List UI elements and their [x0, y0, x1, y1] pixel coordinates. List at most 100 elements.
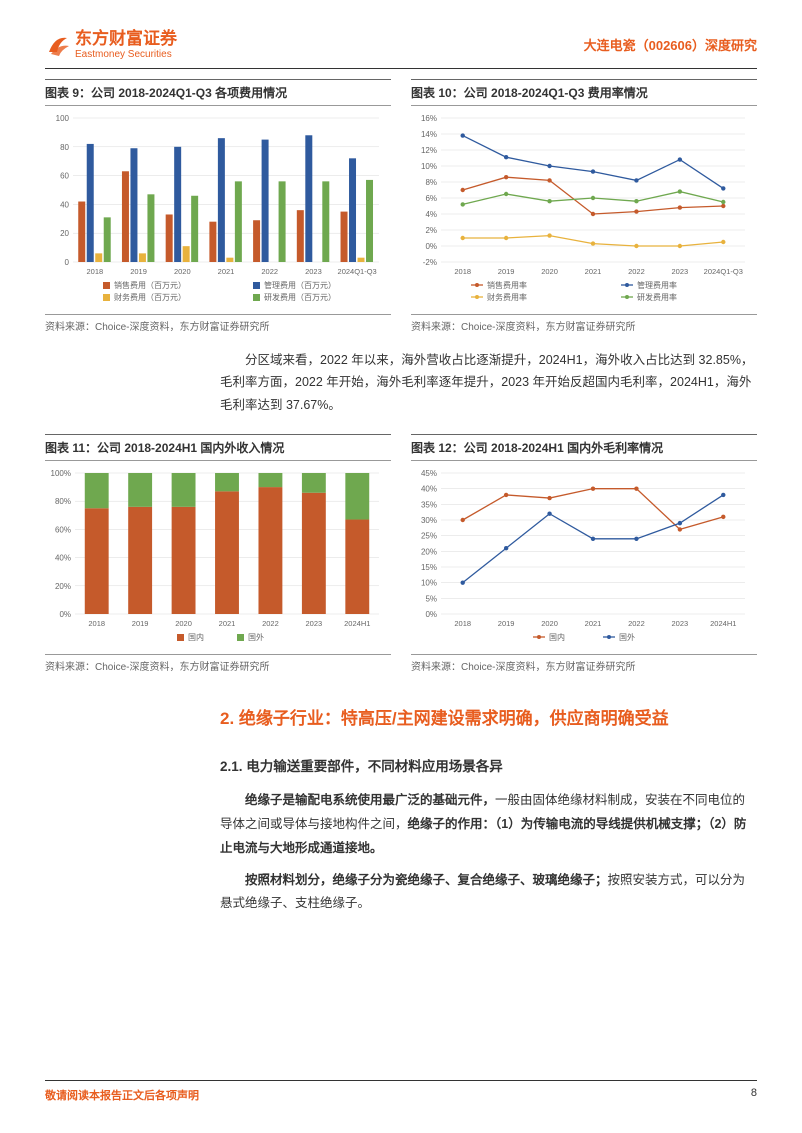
- chart-11-source: 资料来源：Choice-深度资料，东方财富证券研究所: [45, 658, 391, 673]
- svg-text:2021: 2021: [219, 619, 236, 628]
- svg-text:5%: 5%: [425, 595, 437, 604]
- svg-text:国内: 国内: [188, 632, 204, 642]
- svg-text:2021: 2021: [585, 267, 602, 276]
- svg-text:管理费用（百万元）: 管理费用（百万元）: [264, 280, 336, 290]
- chart-12: 图表 12：公司 2018-2024H1 国内外毛利率情况 0% 5% 10% 15%…: [411, 434, 757, 673]
- svg-text:2024Q1-Q3: 2024Q1-Q3: [338, 267, 377, 276]
- header-title: 大连电瓷（002606）深度研究: [584, 35, 757, 54]
- svg-text:60: 60: [60, 171, 69, 180]
- svg-text:100: 100: [56, 114, 70, 123]
- svg-text:0%: 0%: [59, 610, 71, 619]
- chart-9-title: 图表 9：公司 2018-2024Q1-Q3 各项费用情况: [45, 79, 391, 101]
- p3-bold: 按照材料划分，绝缘子分为瓷绝缘子、复合绝缘子、玻璃绝缘子；: [245, 873, 608, 887]
- section-2-1-title: 2.1. 电力输送重要部件，不同材料应用场景各异: [220, 755, 757, 775]
- svg-text:2019: 2019: [132, 619, 149, 628]
- svg-text:2018: 2018: [87, 267, 104, 276]
- chart-row-1: 图表 9：公司 2018-2024Q1-Q3 各项费用情况 0 20 40 60 80 1…: [45, 79, 757, 333]
- svg-text:80%: 80%: [55, 497, 71, 506]
- p2-bold-1: 绝缘子是输配电系统使用最广泛的基础元件，: [245, 793, 495, 807]
- svg-text:2020: 2020: [174, 267, 191, 276]
- logo-icon: [45, 32, 71, 58]
- svg-text:财务费用（百万元）: 财务费用（百万元）: [114, 292, 186, 302]
- svg-text:2023: 2023: [305, 267, 322, 276]
- svg-text:20%: 20%: [55, 582, 71, 591]
- svg-text:2024H1: 2024H1: [344, 619, 370, 628]
- chart-row-2: 图表 11：公司 2018-2024H1 国内外收入情况 0% 20% 40% 60%…: [45, 434, 757, 673]
- svg-text:4%: 4%: [425, 210, 437, 219]
- chart-10-source: 资料来源：Choice-深度资料，东方财富证券研究所: [411, 318, 757, 333]
- chart-11-title: 图表 11：公司 2018-2024H1 国内外收入情况: [45, 434, 391, 456]
- svg-text:2021: 2021: [585, 619, 602, 628]
- page-header: 东方财富证券 Eastmoney Securities 大连电瓷（002606）…: [45, 30, 757, 69]
- svg-text:10%: 10%: [421, 579, 437, 588]
- svg-text:6%: 6%: [425, 194, 437, 203]
- svg-text:2022: 2022: [261, 267, 278, 276]
- svg-text:2019: 2019: [130, 267, 147, 276]
- svg-text:35%: 35%: [421, 501, 437, 510]
- svg-text:2019: 2019: [498, 267, 515, 276]
- svg-text:2018: 2018: [88, 619, 105, 628]
- svg-text:0: 0: [65, 258, 70, 267]
- svg-text:2023: 2023: [306, 619, 323, 628]
- svg-text:国外: 国外: [248, 632, 264, 642]
- svg-text:-2%: -2%: [423, 258, 437, 267]
- svg-text:60%: 60%: [55, 526, 71, 535]
- svg-text:2024H1: 2024H1: [710, 619, 736, 628]
- paragraph-3: 按照材料划分，绝缘子分为瓷绝缘子、复合绝缘子、玻璃绝缘子；按照安装方式，可以分为…: [220, 869, 757, 917]
- svg-text:管理费用率: 管理费用率: [637, 280, 677, 290]
- section-2-title: 2. 绝缘子行业：特高压/主网建设需求明确，供应商明确受益: [220, 703, 757, 735]
- svg-text:100%: 100%: [51, 469, 71, 478]
- chart-11: 图表 11：公司 2018-2024H1 国内外收入情况 0% 20% 40% 60%…: [45, 434, 391, 673]
- svg-text:财务费用率: 财务费用率: [487, 292, 527, 302]
- chart-9: 图表 9：公司 2018-2024Q1-Q3 各项费用情况 0 20 40 60 80 1…: [45, 79, 391, 333]
- footer-disclaimer: 敬请阅读本报告正文后各项声明: [45, 1087, 199, 1103]
- svg-text:销售费用率: 销售费用率: [487, 280, 527, 290]
- paragraph-1: 分区域来看，2022 年以来，海外营收占比逐渐提升，2024H1，海外收入占比达…: [220, 349, 757, 417]
- svg-text:40: 40: [60, 200, 69, 209]
- svg-text:2%: 2%: [425, 226, 437, 235]
- svg-text:0%: 0%: [425, 610, 437, 619]
- chart-9-svg: 0 20 40 60 80 100 2018 2019 2020 2021 2022 2023 2024…: [45, 110, 385, 310]
- svg-text:2018: 2018: [454, 267, 471, 276]
- svg-text:0%: 0%: [425, 242, 437, 251]
- svg-text:研发费用率: 研发费用率: [637, 292, 677, 302]
- svg-text:25%: 25%: [421, 532, 437, 541]
- logo-text-en: Eastmoney Securities: [75, 49, 177, 60]
- chart-10-title: 图表 10：公司 2018-2024Q1-Q3 费用率情况: [411, 79, 757, 101]
- svg-text:8%: 8%: [425, 178, 437, 187]
- svg-text:2022: 2022: [262, 619, 279, 628]
- svg-text:销售费用（百万元）: 销售费用（百万元）: [114, 280, 186, 290]
- svg-text:2023: 2023: [672, 619, 689, 628]
- svg-text:45%: 45%: [421, 469, 437, 478]
- paragraph-2: 绝缘子是输配电系统使用最广泛的基础元件，一般由固体绝缘材料制成，安装在不同电位的…: [220, 789, 757, 860]
- svg-text:2021: 2021: [218, 267, 235, 276]
- svg-text:2020: 2020: [175, 619, 192, 628]
- svg-text:国内: 国内: [549, 632, 565, 642]
- page-number: 8: [751, 1087, 757, 1103]
- svg-text:30%: 30%: [421, 516, 437, 525]
- svg-text:2022: 2022: [628, 267, 645, 276]
- svg-text:20%: 20%: [421, 548, 437, 557]
- svg-text:12%: 12%: [421, 146, 437, 155]
- svg-text:2019: 2019: [498, 619, 515, 628]
- chart-10: 图表 10：公司 2018-2024Q1-Q3 费用率情况 -2% 0% 2% 4% 6…: [411, 79, 757, 333]
- chart-12-svg: 0%5%10%15%20%25%30%35%40%45%201820192020…: [411, 465, 751, 650]
- svg-text:2022: 2022: [628, 619, 645, 628]
- svg-text:2024Q1-Q3: 2024Q1-Q3: [704, 267, 743, 276]
- chart-10-svg: -2% 0% 2% 4% 6% 8% 10% 12% 14% 16% 2018 2019 2020 202…: [411, 110, 751, 310]
- svg-text:16%: 16%: [421, 114, 437, 123]
- svg-text:研发费用（百万元）: 研发费用（百万元）: [264, 292, 336, 302]
- svg-text:10%: 10%: [421, 162, 437, 171]
- svg-text:2020: 2020: [541, 619, 558, 628]
- svg-text:15%: 15%: [421, 563, 437, 572]
- chart-12-title: 图表 12：公司 2018-2024H1 国内外毛利率情况: [411, 434, 757, 456]
- svg-text:2018: 2018: [454, 619, 471, 628]
- logo: 东方财富证券 Eastmoney Securities: [45, 30, 177, 60]
- svg-text:14%: 14%: [421, 130, 437, 139]
- svg-text:40%: 40%: [55, 554, 71, 563]
- svg-text:20: 20: [60, 229, 69, 238]
- svg-text:80: 80: [60, 142, 69, 151]
- logo-text-cn: 东方财富证券: [75, 30, 177, 49]
- page-footer: 敬请阅读本报告正文后各项声明 8: [45, 1080, 757, 1103]
- svg-text:2020: 2020: [541, 267, 558, 276]
